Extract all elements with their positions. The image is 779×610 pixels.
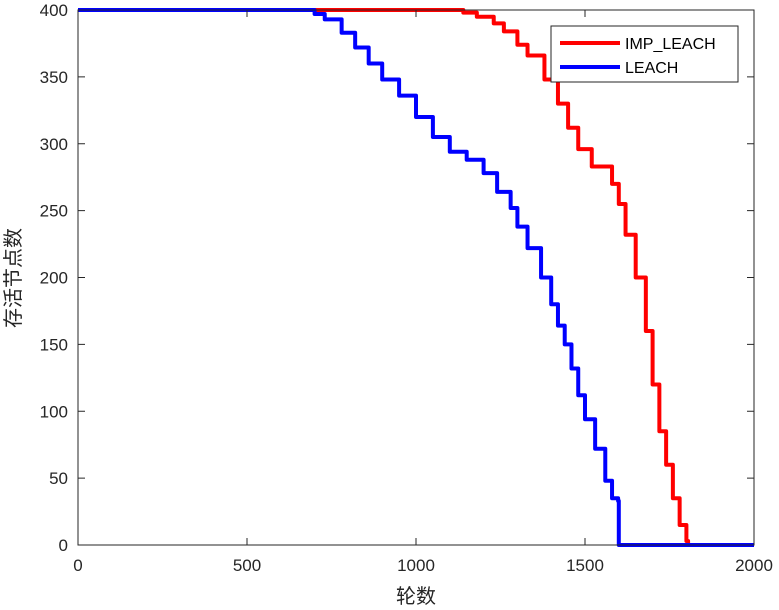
ticks-layer — [77, 9, 755, 546]
legend-box — [550, 25, 739, 83]
x-tick-label: 2000 — [735, 556, 773, 575]
x-tick-label: 1000 — [397, 556, 435, 575]
y-axis-title: 存活节点数 — [1, 228, 25, 328]
y-tick-label: 50 — [49, 469, 68, 488]
series-layer — [78, 8, 754, 547]
y-tick-label: 200 — [40, 269, 68, 288]
x-tick-label: 1500 — [566, 556, 604, 575]
plot-background — [78, 10, 754, 545]
y-tick-label: 100 — [40, 402, 68, 421]
x-tick-label: 0 — [73, 556, 82, 575]
y-tick-label: 350 — [40, 68, 68, 87]
y-tick-label: 150 — [40, 335, 68, 354]
legend-label-leach: LEACH — [625, 60, 678, 77]
series-line-imp-leach — [78, 8, 754, 547]
y-tick-label: 0 — [59, 536, 68, 555]
x-tick-label: 500 — [233, 556, 261, 575]
series-line-leach — [78, 8, 754, 547]
legend: IMP_LEACH LEACH — [550, 25, 739, 83]
y-tick-label: 250 — [40, 202, 68, 221]
tick-labels-layer: 0 500 1000 1500 2000 0 50 100 150 200 250 300 350 400 — [40, 1, 773, 575]
x-axis-title: 轮数 — [396, 584, 436, 608]
y-tick-label: 400 — [40, 1, 68, 20]
legend-label-imp-leach: IMP_LEACH — [625, 36, 716, 53]
y-tick-label: 300 — [40, 135, 68, 154]
